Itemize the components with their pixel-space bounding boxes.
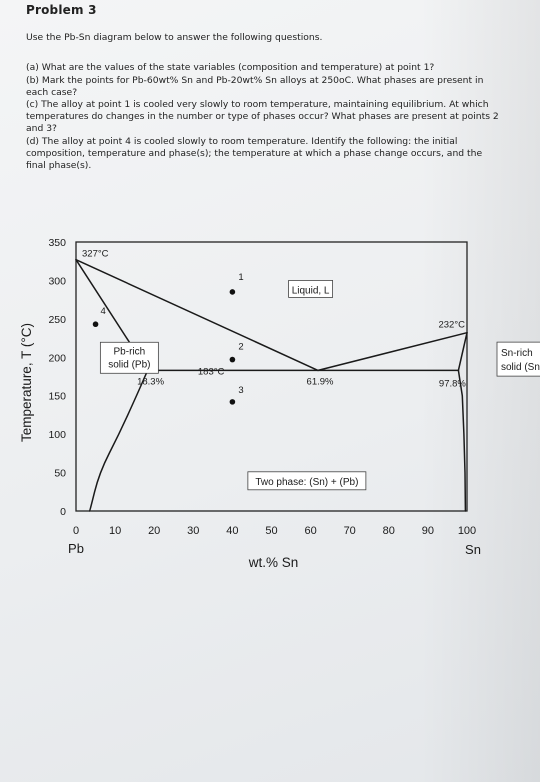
y-axis-label: Temperature, T (°C) xyxy=(19,323,34,442)
x-tick-label: 50 xyxy=(265,525,277,537)
question-d: (d) The alloy at point 4 is cooled slowl… xyxy=(26,136,540,173)
x-end-label-right: Sn xyxy=(465,542,481,557)
state-point-label: 4 xyxy=(101,306,106,317)
x-tick-label: 20 xyxy=(148,525,160,537)
question-a: (a) What are the values of the state var… xyxy=(26,62,540,74)
solidus-right-line xyxy=(457,331,468,372)
question-line: (d) The alloy at point 4 is cooled slowl… xyxy=(26,135,458,147)
problem-intro: Use the Pb-Sn diagram below to answer th… xyxy=(26,32,323,44)
y-tick-label: 350 xyxy=(48,237,66,249)
phase-diagram-svg: 0 50 100 150 200 250 300 350 0 10 20 30 40 50 60 70 80 90… xyxy=(19,237,540,570)
liquidus-left-line xyxy=(75,258,319,372)
question-line: composition, temperature and phase(s); t… xyxy=(26,147,483,159)
eutectic-composition-label: 18.3% xyxy=(137,376,164,387)
region-label-pb-rich: Pb-rich xyxy=(114,346,146,357)
x-tick-label: 40 xyxy=(226,525,238,537)
y-tick-label: 200 xyxy=(48,352,66,364)
liquidus-right-line xyxy=(317,331,468,372)
region-label-box xyxy=(99,341,159,374)
region-label-box xyxy=(496,341,540,377)
state-point-marker xyxy=(92,321,99,328)
x-tick-label: 30 xyxy=(187,525,199,537)
x-tick-label: 80 xyxy=(383,525,395,537)
problem-title: Problem 3 xyxy=(26,3,97,17)
question-line: temperatures do changes in the number or… xyxy=(26,111,499,123)
x-tick-label: 10 xyxy=(109,525,121,537)
y-tick-label: 100 xyxy=(48,429,66,441)
plot-frame xyxy=(75,241,468,512)
state-point-label: 2 xyxy=(238,342,243,353)
region-label-two-phase: Two phase: (Sn) + (Pb) xyxy=(255,477,358,488)
region-label-box xyxy=(288,280,334,298)
question-b: (b) Mark the points for Pb-60wt% Sn and … xyxy=(26,75,540,99)
question-line: each case? xyxy=(26,86,78,98)
eutectic-temperature-label: 183°C xyxy=(198,366,225,377)
region-label-liquid: Liquid, L xyxy=(292,285,330,296)
y-tick-label: 50 xyxy=(54,468,66,480)
state-point-marker xyxy=(229,356,236,363)
region-label-box xyxy=(247,471,367,491)
question-line: final phase(s). xyxy=(26,160,92,172)
problem-text: Problem 3 Use the Pb-Sn diagram below to… xyxy=(26,4,540,172)
region-label-sn-rich: Sn-rich xyxy=(501,348,533,359)
eutectic-composition-label: 61.9% xyxy=(307,376,334,387)
region-label-sn-rich: solid (Sn xyxy=(501,362,540,373)
x-tick-label: 0 xyxy=(73,525,79,537)
question-line: (b) Mark the points for Pb-60wt% Sn and … xyxy=(26,74,484,86)
phase-diagram: 0 50 100 150 200 250 300 350 0 10 20 30 40 50 60 70 80 90… xyxy=(0,232,540,582)
x-tick-label: 100 xyxy=(458,525,476,537)
y-tick-label: 300 xyxy=(48,275,66,287)
melting-point-label-sn: 232°C xyxy=(438,320,465,331)
question-line: and 3? xyxy=(26,123,57,135)
question-line: (a) What are the values of the state var… xyxy=(26,62,435,74)
y-tick-label: 0 xyxy=(60,506,66,518)
question-line: (c) The alloy at point 1 is cooled very … xyxy=(26,99,489,111)
x-tick-label: 70 xyxy=(344,525,356,537)
state-point-marker xyxy=(229,289,236,295)
melting-point-label-pb: 327°C xyxy=(82,249,109,260)
state-point-marker xyxy=(229,399,236,405)
region-label-pb-rich: solid (Pb) xyxy=(108,359,150,370)
solvus-left-line xyxy=(88,369,149,512)
x-tick-label: 90 xyxy=(422,525,434,537)
eutectic-composition-label: 97.8% xyxy=(439,378,466,389)
state-point-label: 3 xyxy=(238,385,243,396)
x-tick-label: 60 xyxy=(304,525,316,537)
y-tick-label: 250 xyxy=(48,314,66,326)
paper-shadow xyxy=(420,0,540,782)
x-end-label-left: Pb xyxy=(68,541,84,556)
question-c: (c) The alloy at point 1 is cooled very … xyxy=(26,99,540,136)
x-axis-label: wt.% Sn xyxy=(248,555,299,570)
y-tick-label: 150 xyxy=(48,391,66,403)
solvus-right-line xyxy=(457,369,467,512)
state-point-label: 1 xyxy=(238,272,243,283)
